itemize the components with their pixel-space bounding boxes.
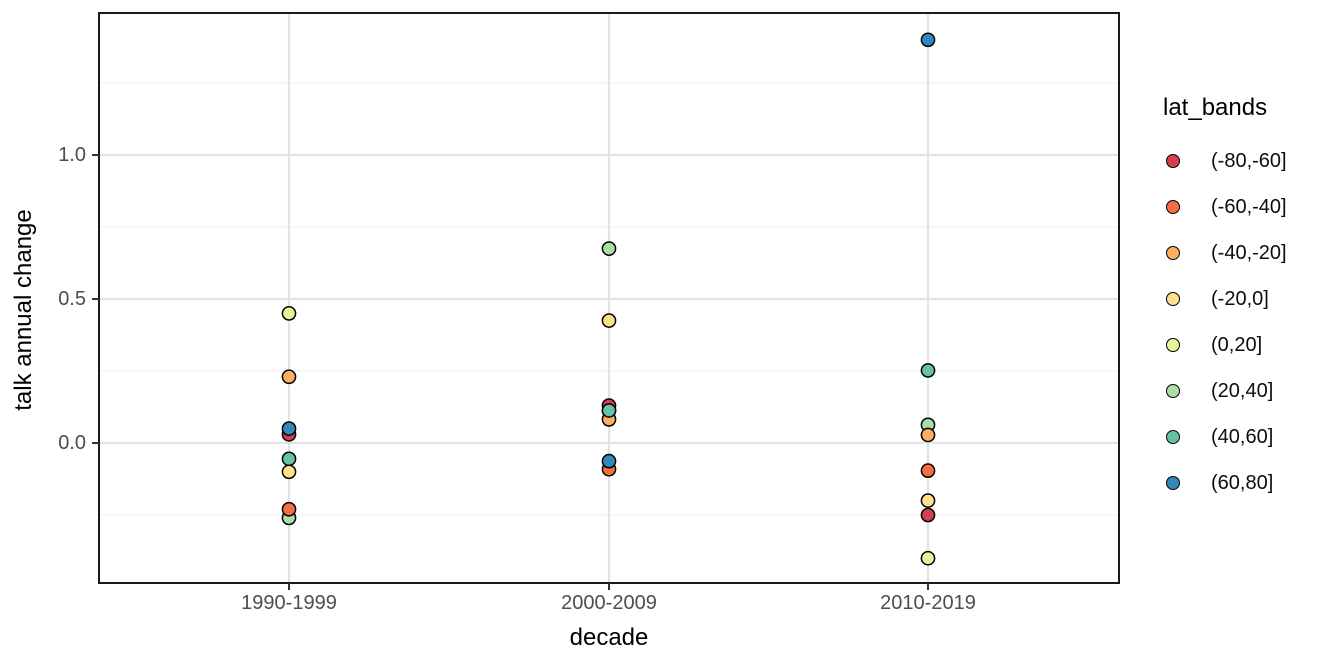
data-point [920,550,936,566]
legend-dot-icon [1166,384,1180,398]
legend-entry: (-80,-60] [1160,138,1287,184]
data-point [601,313,617,328]
data-point [920,493,936,508]
legend-entry: (0,20] [1160,322,1287,368]
data-point [281,369,297,385]
legend-label: (20,40] [1211,380,1274,402]
data-point [920,363,936,378]
legend-label: (-40,-20] [1211,242,1287,264]
legend-key [1160,246,1186,260]
data-point [920,463,936,478]
y-tick-label: 0.0 [58,432,86,454]
legend-entry: (-40,-20] [1160,230,1287,276]
data-point [281,421,297,436]
y-tick-label: 0.5 [58,288,86,310]
x-tick-label: 2010-2019 [880,592,976,614]
legend-entry: (-60,-40] [1160,184,1287,230]
y-tick-label: 1.0 [58,144,86,166]
data-point [920,32,936,48]
legend-label: (0,20] [1211,334,1263,356]
data-point [281,306,297,321]
legend-dot-icon [1166,338,1180,352]
data-point [281,451,297,467]
legend-key [1160,430,1186,444]
legend-label: (-60,-40] [1211,196,1287,218]
legend-key [1160,384,1186,398]
x-tick-label: 1990-1999 [241,592,337,614]
legend-key [1160,154,1186,168]
legend-key [1160,200,1186,214]
legend: lat_bands (-80,-60] (-60,-40] (-40,-20] (-2… [1160,94,1287,506]
x-axis-title: decade [569,624,649,651]
legend-label: (60,80] [1211,472,1274,494]
legend-entry: (20,40] [1160,368,1287,414]
data-point [601,403,617,418]
x-tick-label: 2000-2009 [561,592,657,614]
legend-entry: (-20,0] [1160,276,1287,322]
legend-dot-icon [1166,292,1180,306]
legend-dot-icon [1166,476,1180,490]
legend-label: (40,60] [1211,426,1274,448]
data-point [601,241,617,256]
legend-key [1160,292,1186,306]
legend-entry: (60,80] [1160,460,1287,506]
legend-title: lat_bands [1163,94,1268,121]
legend-dot-icon [1166,430,1180,444]
data-point [920,507,936,523]
legend-label: (-80,-60] [1211,150,1287,172]
data-point [281,501,297,517]
legend-entry: (40,60] [1160,414,1287,460]
data-point [281,464,297,480]
legend-key [1160,338,1186,352]
legend-dot-icon [1166,154,1180,168]
data-point [601,453,617,469]
legend-key [1160,476,1186,490]
data-point [920,427,936,443]
y-axis-title: talk annual change [10,209,37,411]
legend-dot-icon [1166,200,1180,214]
legend-dot-icon [1166,246,1180,260]
legend-label: (-20,0] [1211,288,1269,310]
legend-entries: (-80,-60] (-60,-40] (-40,-20] (-20,0] (0,20]… [1160,138,1287,506]
